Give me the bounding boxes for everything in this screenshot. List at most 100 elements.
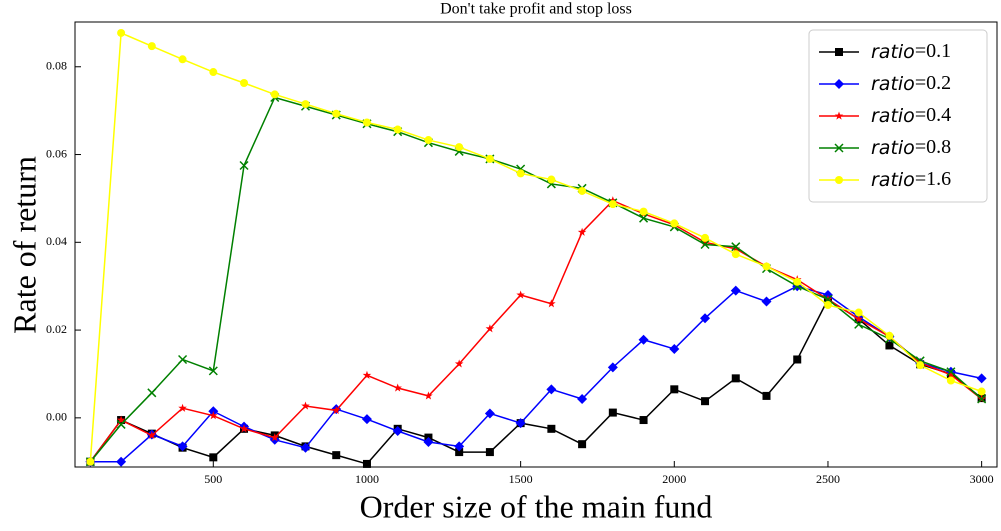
- marker: [670, 385, 679, 394]
- marker: [577, 393, 588, 404]
- marker: [885, 341, 894, 350]
- marker: [793, 355, 802, 364]
- x-tick-label: 1000: [355, 472, 379, 486]
- marker: [178, 55, 187, 64]
- marker: [639, 416, 648, 425]
- marker: [946, 367, 956, 377]
- marker: [547, 175, 556, 184]
- marker: [854, 319, 864, 329]
- legend: ratio=0.1 ratio=0.2 ratio=0.4 ratio=0.8 rati…: [808, 29, 988, 203]
- marker: [362, 118, 371, 127]
- marker: [834, 143, 844, 153]
- x-tick-label: 2000: [662, 472, 686, 486]
- marker: [86, 457, 95, 466]
- marker: [392, 426, 403, 437]
- marker: [239, 160, 249, 171]
- legend-label: ratio=0.8: [871, 136, 951, 159]
- marker: [546, 384, 557, 395]
- marker: [239, 424, 249, 433]
- marker: [608, 200, 617, 209]
- marker: [484, 408, 495, 419]
- marker: [147, 42, 156, 51]
- marker: [762, 262, 771, 271]
- marker: [730, 285, 741, 296]
- marker: [208, 366, 218, 376]
- marker: [834, 111, 844, 120]
- marker: [301, 401, 310, 410]
- marker: [731, 250, 740, 259]
- marker: [607, 362, 618, 373]
- legend-label: ratio=0.4: [871, 104, 951, 127]
- marker: [270, 433, 280, 442]
- marker: [700, 239, 710, 250]
- marker: [455, 448, 464, 457]
- marker: [823, 301, 832, 310]
- legend-label: ratio=0.1: [871, 40, 951, 63]
- marker: [946, 370, 956, 379]
- marker: [516, 169, 525, 178]
- marker: [147, 388, 157, 398]
- marker: [331, 405, 341, 415]
- marker: [700, 313, 711, 324]
- marker: [424, 391, 433, 400]
- marker: [116, 419, 126, 429]
- marker: [639, 213, 649, 223]
- marker: [854, 308, 863, 317]
- marker: [178, 403, 187, 412]
- x-axis-label: Order size of the main fund: [360, 488, 713, 524]
- marker: [638, 334, 649, 345]
- marker: [762, 391, 771, 400]
- marker: [209, 453, 218, 462]
- x-tick-label: 3000: [970, 472, 994, 486]
- marker: [362, 370, 372, 379]
- y-tick-label: 0.02: [46, 322, 67, 336]
- marker: [300, 442, 311, 453]
- marker: [178, 354, 188, 365]
- marker: [577, 227, 587, 236]
- marker: [454, 359, 464, 368]
- marker: [835, 48, 843, 56]
- series: [86, 28, 986, 466]
- marker: [116, 456, 127, 467]
- marker: [976, 373, 987, 384]
- marker: [270, 90, 279, 99]
- marker: [485, 154, 494, 163]
- x-tick-label: 1500: [509, 472, 533, 486]
- marker: [209, 411, 218, 420]
- x-tick-label: 500: [204, 472, 222, 486]
- marker: [946, 376, 955, 385]
- marker: [701, 397, 710, 406]
- marker: [977, 387, 986, 396]
- series: [86, 196, 986, 466]
- marker: [485, 448, 494, 457]
- marker: [393, 125, 402, 134]
- marker: [608, 408, 617, 417]
- marker: [455, 143, 464, 152]
- marker: [362, 459, 371, 468]
- legend-label: ratio=1.6: [871, 168, 951, 191]
- marker: [424, 136, 433, 145]
- marker: [116, 415, 126, 424]
- marker: [639, 207, 648, 216]
- y-tick-label: 0.04: [46, 234, 67, 248]
- marker: [731, 244, 741, 253]
- marker: [423, 436, 434, 447]
- marker: [578, 186, 587, 195]
- marker: [240, 79, 249, 88]
- marker: [547, 299, 556, 308]
- marker: [885, 331, 894, 340]
- marker: [669, 343, 680, 354]
- marker: [177, 441, 188, 452]
- marker: [147, 430, 157, 440]
- marker: [916, 361, 925, 370]
- series-line: [89, 298, 983, 465]
- marker: [701, 233, 710, 242]
- y-tick-label: 0.08: [46, 59, 67, 73]
- marker: [761, 296, 772, 307]
- marker: [361, 414, 372, 425]
- marker: [393, 383, 402, 392]
- marker: [834, 79, 844, 89]
- marker: [835, 176, 843, 184]
